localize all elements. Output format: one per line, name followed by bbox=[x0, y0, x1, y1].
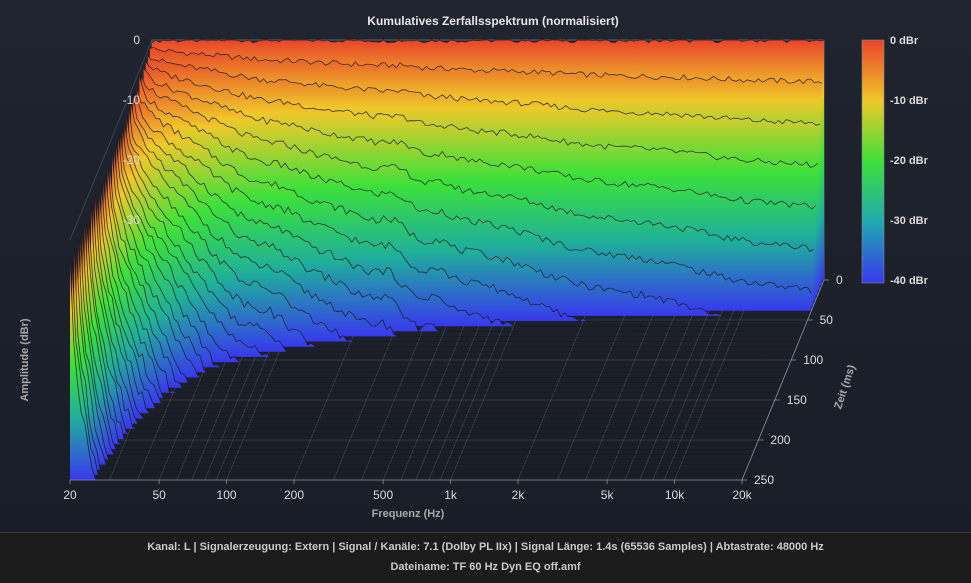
decay-slice-outline bbox=[147, 55, 820, 126]
decay-slice-outline bbox=[107, 166, 780, 389]
x-tick-label: 500 bbox=[373, 488, 393, 502]
decay-slice-outline bbox=[124, 125, 797, 348]
x-tick-label: 50 bbox=[152, 488, 166, 502]
x-tick-label: 200 bbox=[284, 488, 304, 502]
decay-slice-outline bbox=[122, 129, 795, 353]
decay-slice-outline bbox=[80, 235, 753, 455]
decay-slices bbox=[69, 39, 825, 481]
decay-slice-outline bbox=[132, 95, 806, 327]
decay-slice-outline bbox=[126, 117, 799, 342]
decay-slice-outline bbox=[78, 239, 751, 460]
waterfall-chart: 20 50 100 200 500 1k 2k 5k 10k 20k 0 -10 -20 -30 0 50 10… bbox=[0, 0, 971, 532]
x-tick-label: 20k bbox=[732, 488, 752, 502]
decay-slice-outline bbox=[82, 231, 755, 450]
colorbar-label: -30 dBr bbox=[890, 215, 929, 227]
decay-slice-outline bbox=[151, 39, 825, 44]
decay-slice-outline bbox=[118, 135, 791, 363]
decay-slice-outline bbox=[113, 149, 787, 373]
decay-slice-outline bbox=[130, 102, 803, 332]
decay-slice-outline bbox=[139, 75, 812, 294]
grid-line bbox=[69, 39, 153, 241]
status-footer: Kanal: L | Signalerzeugung: Extern | Sig… bbox=[0, 532, 971, 583]
z-tick-label: 0 bbox=[836, 273, 843, 287]
decay-slice-outline bbox=[143, 68, 816, 210]
z-axis-title: Zeit (ms) bbox=[832, 363, 858, 411]
decay-slice-outline bbox=[73, 247, 747, 471]
decay-slice-outline bbox=[141, 76, 814, 253]
z-tick-label: 200 bbox=[770, 433, 790, 447]
decay-slice-outline bbox=[99, 193, 772, 409]
decay-slice-outline bbox=[101, 186, 774, 404]
grid-line bbox=[664, 279, 747, 481]
grid-line bbox=[652, 279, 736, 481]
decay-slice-outline bbox=[145, 61, 818, 168]
decay-slice-outline bbox=[105, 176, 778, 394]
decay-slice-outline bbox=[136, 88, 810, 317]
decay-slice-outline bbox=[90, 204, 763, 430]
decay-slice-outline bbox=[134, 93, 808, 322]
x-tick-label: 100 bbox=[217, 488, 237, 502]
colorbar-label: -20 dBr bbox=[890, 155, 929, 167]
x-tick-label: 10k bbox=[665, 488, 685, 502]
x-tick-label: 20 bbox=[63, 488, 77, 502]
z-tick-label: 250 bbox=[754, 473, 774, 487]
colorbar-label: 0 dBr bbox=[890, 35, 919, 47]
grid-line bbox=[674, 279, 757, 481]
chart-plot: 20 50 100 200 500 1k 2k 5k 10k 20k 0 -10 -20 -30 0 50 10… bbox=[19, 14, 929, 520]
file-name: Dateiname: TF 60 Hz Dyn EQ off.amf bbox=[390, 561, 581, 573]
x-axis-title: Frequenz (Hz) bbox=[372, 508, 445, 520]
x-tick-label: 5k bbox=[601, 488, 615, 502]
decay-slice-outline bbox=[86, 224, 759, 440]
chart-axes: 20 50 100 200 500 1k 2k 5k 10k 20k 0 -10 -20 -30 0 50 10… bbox=[63, 33, 843, 502]
colorbar-gradient bbox=[861, 39, 885, 284]
colorbar: 0 dBr -10 dBr -20 dBr -30 dBr -40 dBr bbox=[861, 35, 929, 287]
decay-slice-outline bbox=[94, 195, 768, 419]
decay-slice-outline bbox=[92, 204, 766, 425]
y-tick-label: -10 bbox=[123, 93, 141, 107]
x-tick-label: 2k bbox=[512, 488, 526, 502]
chart-title: Kumulatives Zerfallsspektrum (normalisie… bbox=[367, 14, 618, 28]
decay-slice-outline bbox=[109, 166, 782, 384]
decay-slice-outline bbox=[75, 251, 749, 466]
measurement-info: Kanal: L | Signalerzeugung: Extern | Sig… bbox=[147, 541, 824, 553]
decay-slice-outline bbox=[84, 222, 757, 445]
colorbar-label: -10 dBr bbox=[890, 95, 929, 107]
y-tick-label: -20 bbox=[123, 153, 141, 167]
decay-slice-outline bbox=[88, 219, 761, 435]
decay-slice bbox=[112, 153, 785, 378]
z-tick-label: 100 bbox=[803, 353, 823, 367]
z-axis-line bbox=[741, 279, 825, 481]
z-tick-label: 50 bbox=[820, 313, 834, 327]
decay-slice-outline bbox=[149, 46, 823, 85]
y-tick-label: -30 bbox=[123, 213, 141, 227]
x-tick-label: 1k bbox=[444, 488, 458, 502]
decay-slice-outline bbox=[71, 262, 745, 476]
z-tick-label: 150 bbox=[787, 393, 807, 407]
decay-slice bbox=[131, 102, 803, 332]
decay-slice-outline bbox=[115, 144, 789, 368]
y-axis-title: Amplitude (dBr) bbox=[19, 318, 31, 401]
decay-slice-outline bbox=[96, 198, 770, 414]
colorbar-label: -40 dBr bbox=[890, 275, 929, 287]
decay-slice-outline bbox=[111, 153, 785, 378]
y-tick-label: 0 bbox=[133, 33, 140, 47]
decay-slice-outline bbox=[103, 180, 776, 399]
decay-slice-outline bbox=[120, 133, 793, 358]
decay-slice-outline bbox=[128, 108, 801, 337]
